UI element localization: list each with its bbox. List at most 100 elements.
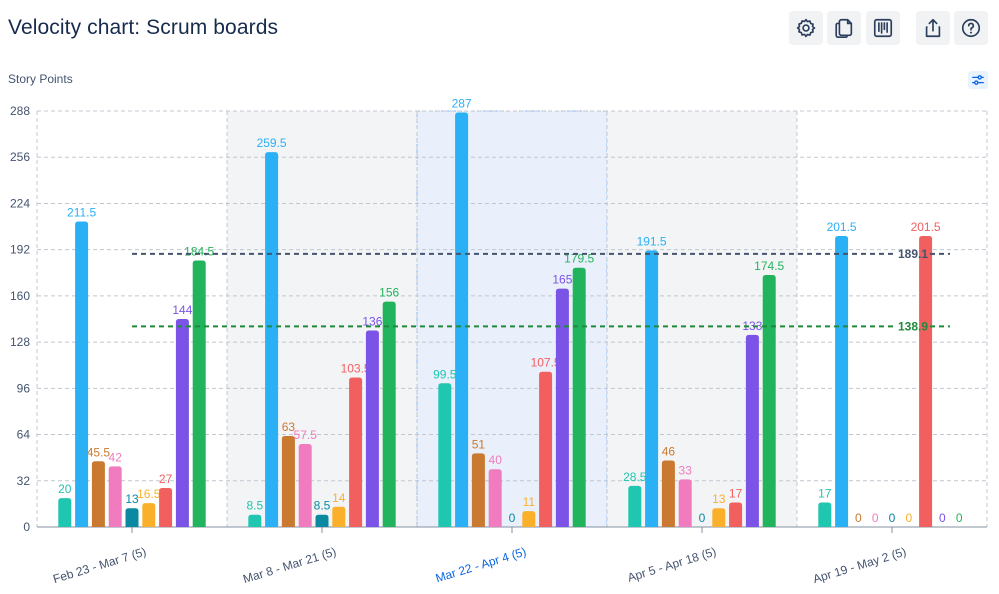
bar[interactable] bbox=[265, 152, 279, 527]
bar-value-label: 0 bbox=[939, 511, 946, 525]
x-tick-label[interactable]: Mar 8 - Mar 21 (5) bbox=[241, 544, 338, 586]
x-tick-label[interactable]: Feb 23 - Mar 7 (5) bbox=[51, 544, 148, 586]
bar[interactable] bbox=[175, 319, 189, 527]
bar[interactable] bbox=[455, 112, 469, 527]
bar[interactable] bbox=[91, 461, 105, 527]
bar[interactable] bbox=[835, 235, 849, 527]
bar-value-label: 174.5 bbox=[754, 259, 784, 273]
bar-value-label: 287 bbox=[452, 96, 472, 110]
bar-value-label: 57.5 bbox=[294, 428, 318, 442]
help-button[interactable] bbox=[954, 11, 988, 45]
bar[interactable] bbox=[332, 506, 346, 527]
y-tick-label: 224 bbox=[10, 196, 30, 210]
bar[interactable] bbox=[712, 508, 726, 527]
bar-value-label: 11 bbox=[523, 495, 536, 509]
bar[interactable] bbox=[438, 383, 452, 527]
legend-toggle-button[interactable] bbox=[968, 71, 988, 89]
bar-value-label: 14 bbox=[332, 491, 346, 505]
share-button[interactable] bbox=[916, 11, 950, 45]
x-tick-label[interactable]: Mar 22 - Apr 4 (5) bbox=[434, 544, 528, 585]
y-tick-label: 256 bbox=[10, 150, 30, 164]
x-tick-label[interactable]: Apr 19 - May 2 (5) bbox=[811, 544, 908, 586]
bar-value-label: 184.5 bbox=[184, 245, 214, 259]
bar-value-label: 103.5 bbox=[341, 362, 371, 376]
y-tick-label: 64 bbox=[17, 428, 31, 442]
bar-value-label: 51 bbox=[472, 437, 486, 451]
bar-value-label: 46 bbox=[662, 445, 676, 459]
y-tick-label: 0 bbox=[23, 520, 30, 534]
bar[interactable] bbox=[572, 267, 586, 527]
bar[interactable] bbox=[142, 503, 156, 527]
copy-button[interactable] bbox=[827, 11, 861, 45]
bar[interactable] bbox=[471, 453, 485, 527]
bar-value-label: 0 bbox=[855, 511, 862, 525]
share-icon bbox=[925, 18, 941, 38]
bar-value-label: 17 bbox=[818, 486, 832, 500]
bar[interactable] bbox=[298, 443, 312, 527]
bar-value-label: 8.5 bbox=[314, 499, 331, 513]
bar-value-label: 17 bbox=[729, 486, 743, 500]
bar[interactable] bbox=[818, 502, 832, 527]
bar[interactable] bbox=[678, 479, 692, 527]
y-tick-label: 32 bbox=[17, 474, 31, 488]
board-button[interactable] bbox=[866, 11, 900, 45]
bar[interactable] bbox=[729, 502, 743, 527]
bar[interactable] bbox=[248, 514, 262, 527]
help-icon bbox=[961, 18, 981, 38]
bar[interactable] bbox=[661, 460, 675, 527]
reference-line-label: 138.9 bbox=[898, 319, 928, 333]
bar[interactable] bbox=[281, 436, 295, 527]
bar-value-label: 201.5 bbox=[827, 220, 857, 234]
bar[interactable] bbox=[382, 301, 396, 527]
bar[interactable] bbox=[628, 485, 642, 527]
bar[interactable] bbox=[539, 371, 553, 527]
y-tick-label: 128 bbox=[10, 335, 30, 349]
board-icon bbox=[873, 18, 893, 38]
bar-value-label: 211.5 bbox=[67, 206, 96, 220]
bar[interactable] bbox=[555, 288, 569, 527]
reference-line-label: 189.1 bbox=[898, 247, 928, 261]
bar-value-label: 42 bbox=[109, 450, 123, 464]
bar-value-label: 179.5 bbox=[564, 252, 594, 266]
bar[interactable] bbox=[762, 274, 776, 527]
sliders-icon bbox=[972, 75, 984, 85]
bar[interactable] bbox=[488, 469, 502, 527]
bar[interactable] bbox=[919, 235, 933, 527]
bar-value-label: 144 bbox=[172, 303, 192, 317]
bar[interactable] bbox=[349, 377, 363, 528]
y-tick-label: 96 bbox=[17, 381, 31, 395]
bar-value-label: 13 bbox=[125, 492, 139, 506]
bar[interactable] bbox=[125, 508, 139, 527]
bar-value-label: 136 bbox=[362, 315, 382, 329]
bar-value-label: 201.5 bbox=[911, 220, 941, 234]
bar[interactable] bbox=[108, 466, 122, 527]
bar-value-label: 20 bbox=[58, 482, 72, 496]
bar-value-label: 99.5 bbox=[433, 367, 457, 381]
bar[interactable] bbox=[58, 498, 72, 527]
y-tick-label: 288 bbox=[10, 104, 30, 118]
bar[interactable] bbox=[75, 221, 89, 528]
y-tick-label: 192 bbox=[10, 243, 30, 257]
settings-button[interactable] bbox=[789, 11, 823, 45]
bar-value-label: 0 bbox=[872, 511, 879, 525]
bar-value-label: 107.5 bbox=[531, 356, 561, 370]
bar-value-label: 33 bbox=[679, 463, 693, 477]
bar[interactable] bbox=[365, 330, 379, 527]
bar-value-label: 0 bbox=[889, 511, 896, 525]
y-tick-label: 160 bbox=[10, 289, 30, 303]
bar-value-label: 45.5 bbox=[87, 445, 111, 459]
copy-icon bbox=[835, 18, 853, 38]
x-tick-label[interactable]: Apr 5 - Apr 18 (5) bbox=[626, 544, 718, 584]
bar-value-label: 8.5 bbox=[246, 499, 263, 513]
bar[interactable] bbox=[315, 514, 329, 527]
gear-icon bbox=[796, 18, 816, 38]
bar[interactable] bbox=[192, 260, 206, 528]
bar[interactable] bbox=[159, 488, 173, 527]
bar[interactable] bbox=[645, 250, 659, 527]
bar-value-label: 191.5 bbox=[637, 234, 667, 248]
bar[interactable] bbox=[745, 334, 759, 527]
bar-value-label: 0 bbox=[509, 511, 516, 525]
bar-value-label: 0 bbox=[956, 511, 963, 525]
bar[interactable] bbox=[522, 511, 536, 527]
